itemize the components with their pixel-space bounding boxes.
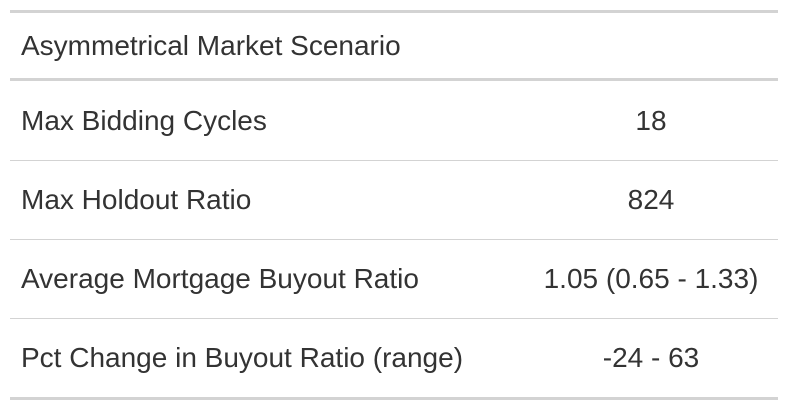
- table-row: Average Mortgage Buyout Ratio 1.05 (0.65…: [10, 239, 778, 318]
- table-row: Pct Change in Buyout Ratio (range) -24 -…: [10, 318, 778, 397]
- row-label: Max Holdout Ratio: [21, 184, 252, 215]
- row-label: Pct Change in Buyout Ratio (range): [21, 342, 464, 373]
- table-row: Max Bidding Cycles 18: [10, 81, 778, 160]
- row-value: 824: [627, 184, 675, 215]
- row-label: Max Bidding Cycles: [21, 104, 267, 136]
- row-value: 18: [635, 104, 667, 136]
- table-row: Max Holdout Ratio 824: [10, 160, 778, 239]
- table-title: Asymmetrical Market Scenario: [10, 13, 778, 81]
- row-value: 1.05 (0.65 - 1.33): [543, 263, 759, 294]
- row-label: Average Mortgage Buyout Ratio: [21, 263, 419, 294]
- summary-table: Asymmetrical Market Scenario Max Bidding…: [10, 10, 778, 400]
- row-value: -24 - 63: [602, 342, 700, 373]
